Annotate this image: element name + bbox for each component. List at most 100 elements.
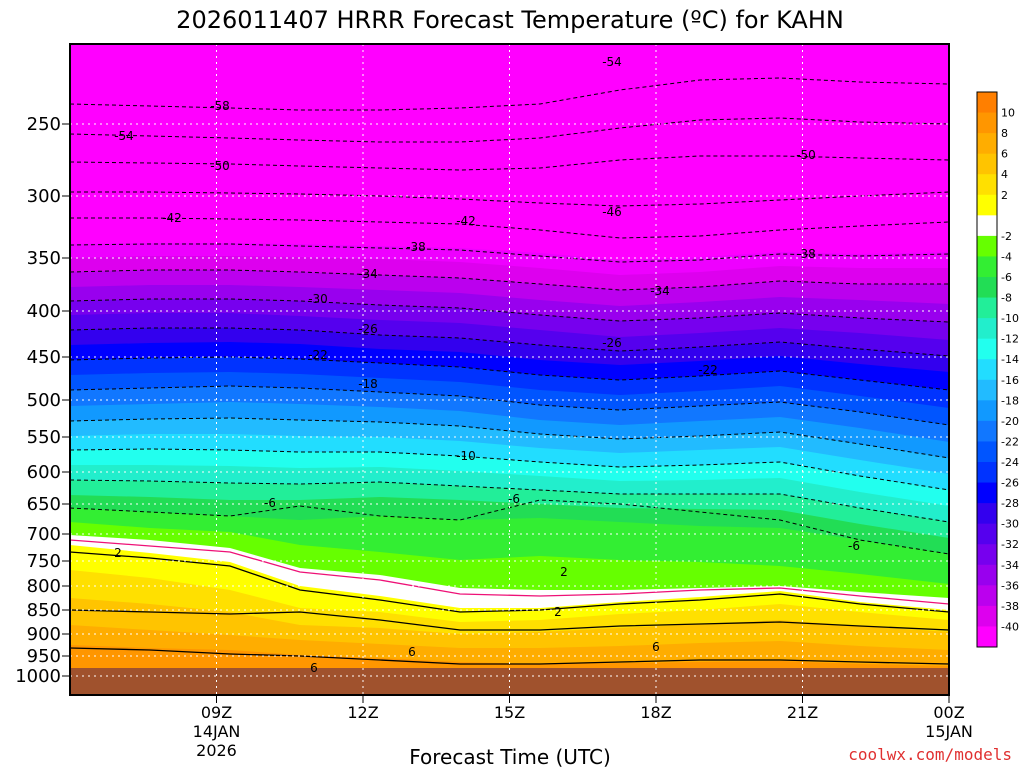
colorbar-swatch xyxy=(977,318,997,340)
colorbar-swatch xyxy=(977,400,997,422)
colorbar-label: -4 xyxy=(1001,250,1012,263)
colorbar-label: -20 xyxy=(1001,415,1019,428)
colorbar-label: -2 xyxy=(1001,230,1012,243)
contour-label: 2 xyxy=(554,605,562,619)
contour-line xyxy=(70,551,949,613)
colorbar-label: -8 xyxy=(1001,292,1012,305)
contour-label: -50 xyxy=(796,148,816,162)
colorbar-label: -38 xyxy=(1001,600,1019,613)
colorbar-label: -6 xyxy=(1001,271,1012,284)
colorbar-swatch xyxy=(977,338,997,360)
colorbar-label: -28 xyxy=(1001,497,1019,510)
contour-line xyxy=(70,298,949,323)
colorbar-swatch xyxy=(977,194,997,216)
colorbar-swatch xyxy=(977,256,997,278)
contour-line xyxy=(70,356,949,391)
colorbar-label: -16 xyxy=(1001,374,1019,387)
colorbar-swatch xyxy=(977,92,997,114)
colorbar-label: -12 xyxy=(1001,333,1019,346)
colorbar-swatch xyxy=(977,420,997,442)
contour-line xyxy=(70,417,949,459)
colorbar-label: -34 xyxy=(1001,559,1019,572)
y-tick-label: 450 xyxy=(27,347,61,368)
y-tick-label: 400 xyxy=(27,301,61,322)
y-tick-label: 300 xyxy=(27,186,61,207)
colorbar-swatch xyxy=(977,153,997,175)
contour-label: -26 xyxy=(358,322,378,336)
contour-label: -50 xyxy=(210,159,230,173)
contour-line xyxy=(70,155,949,171)
contour-label: -22 xyxy=(698,363,718,377)
contour-label: 6 xyxy=(652,640,660,654)
colorbar-swatch xyxy=(977,359,997,381)
contour-label: -46 xyxy=(602,205,622,219)
contour-label: -26 xyxy=(602,336,622,350)
colorbar-swatch xyxy=(977,544,997,566)
contour-label: -42 xyxy=(456,214,476,228)
colorbar-frame xyxy=(976,91,998,648)
y-tick-label: 800 xyxy=(27,576,61,597)
x-tick-date: 14JAN xyxy=(193,722,241,741)
x-tick-label: 18Z xyxy=(640,703,671,722)
contour-line xyxy=(70,609,949,631)
y-tick-label: 750 xyxy=(27,551,61,572)
colorbar-label: 8 xyxy=(1001,127,1008,140)
y-tick-label: 900 xyxy=(27,624,61,645)
contour-label: -6 xyxy=(264,496,276,510)
colorbar-swatch xyxy=(977,482,997,504)
x-axis-title: Forecast Time (UTC) xyxy=(409,745,611,768)
colorbar-label: -40 xyxy=(1001,620,1019,633)
colorbar-label: -10 xyxy=(1001,312,1019,325)
colorbar-swatch xyxy=(977,133,997,155)
colorbar-swatch xyxy=(977,215,997,237)
x-tick-label: 21Z xyxy=(787,703,818,722)
x-tick-label: 00Z xyxy=(933,703,964,722)
contour-label: 2 xyxy=(560,565,568,579)
contour-line xyxy=(70,499,949,555)
colorbar-swatch xyxy=(977,523,997,545)
contour-label: -18 xyxy=(358,377,378,391)
contour-label: 6 xyxy=(408,645,416,659)
colorbar-label: -14 xyxy=(1001,353,1019,366)
y-tick-label: 650 xyxy=(27,494,61,515)
colorbar-swatch xyxy=(977,585,997,607)
colorbar-label: -32 xyxy=(1001,538,1019,551)
y-tick-label: 500 xyxy=(27,390,61,411)
x-tick-year: 2026 xyxy=(196,741,237,760)
contour-label: -34 xyxy=(358,267,378,281)
contour-label: -42 xyxy=(162,211,182,225)
colorbar-label: -30 xyxy=(1001,518,1019,531)
contour-label: -54 xyxy=(114,129,134,143)
y-tick-label: 850 xyxy=(27,600,61,621)
contour-line xyxy=(70,479,949,523)
colorbar-swatch xyxy=(977,235,997,257)
y-tick-label: 250 xyxy=(27,114,61,135)
y-tick-label: 350 xyxy=(27,248,61,269)
contour-line xyxy=(70,243,949,263)
colorbar-label: -22 xyxy=(1001,435,1019,448)
x-tick-label: 12Z xyxy=(347,703,378,722)
y-tick-label: 1000 xyxy=(15,666,61,687)
colorbar-swatch xyxy=(977,112,997,134)
colorbar-label: 6 xyxy=(1001,148,1008,161)
colorbar-swatch xyxy=(977,379,997,401)
contour-line xyxy=(70,539,949,605)
colorbar-swatch xyxy=(977,626,997,648)
y-tick-label: 600 xyxy=(27,462,61,483)
contour-label: -34 xyxy=(650,284,670,298)
y-tick-label: 950 xyxy=(27,646,61,667)
contour-line xyxy=(70,117,949,143)
x-tick-label: 09Z xyxy=(201,703,232,722)
contour-label: 6 xyxy=(310,661,318,675)
contour-line xyxy=(70,448,949,491)
contour-label: -10 xyxy=(456,449,476,463)
contour-label: -22 xyxy=(308,348,328,362)
x-tick-date: 15JAN xyxy=(925,722,973,741)
contour-label: 2 xyxy=(114,546,122,560)
colorbar-label: -26 xyxy=(1001,477,1019,490)
y-tick-label: 700 xyxy=(27,524,61,545)
colorbar-label: 10 xyxy=(1001,107,1015,120)
colorbar-swatch xyxy=(977,174,997,196)
